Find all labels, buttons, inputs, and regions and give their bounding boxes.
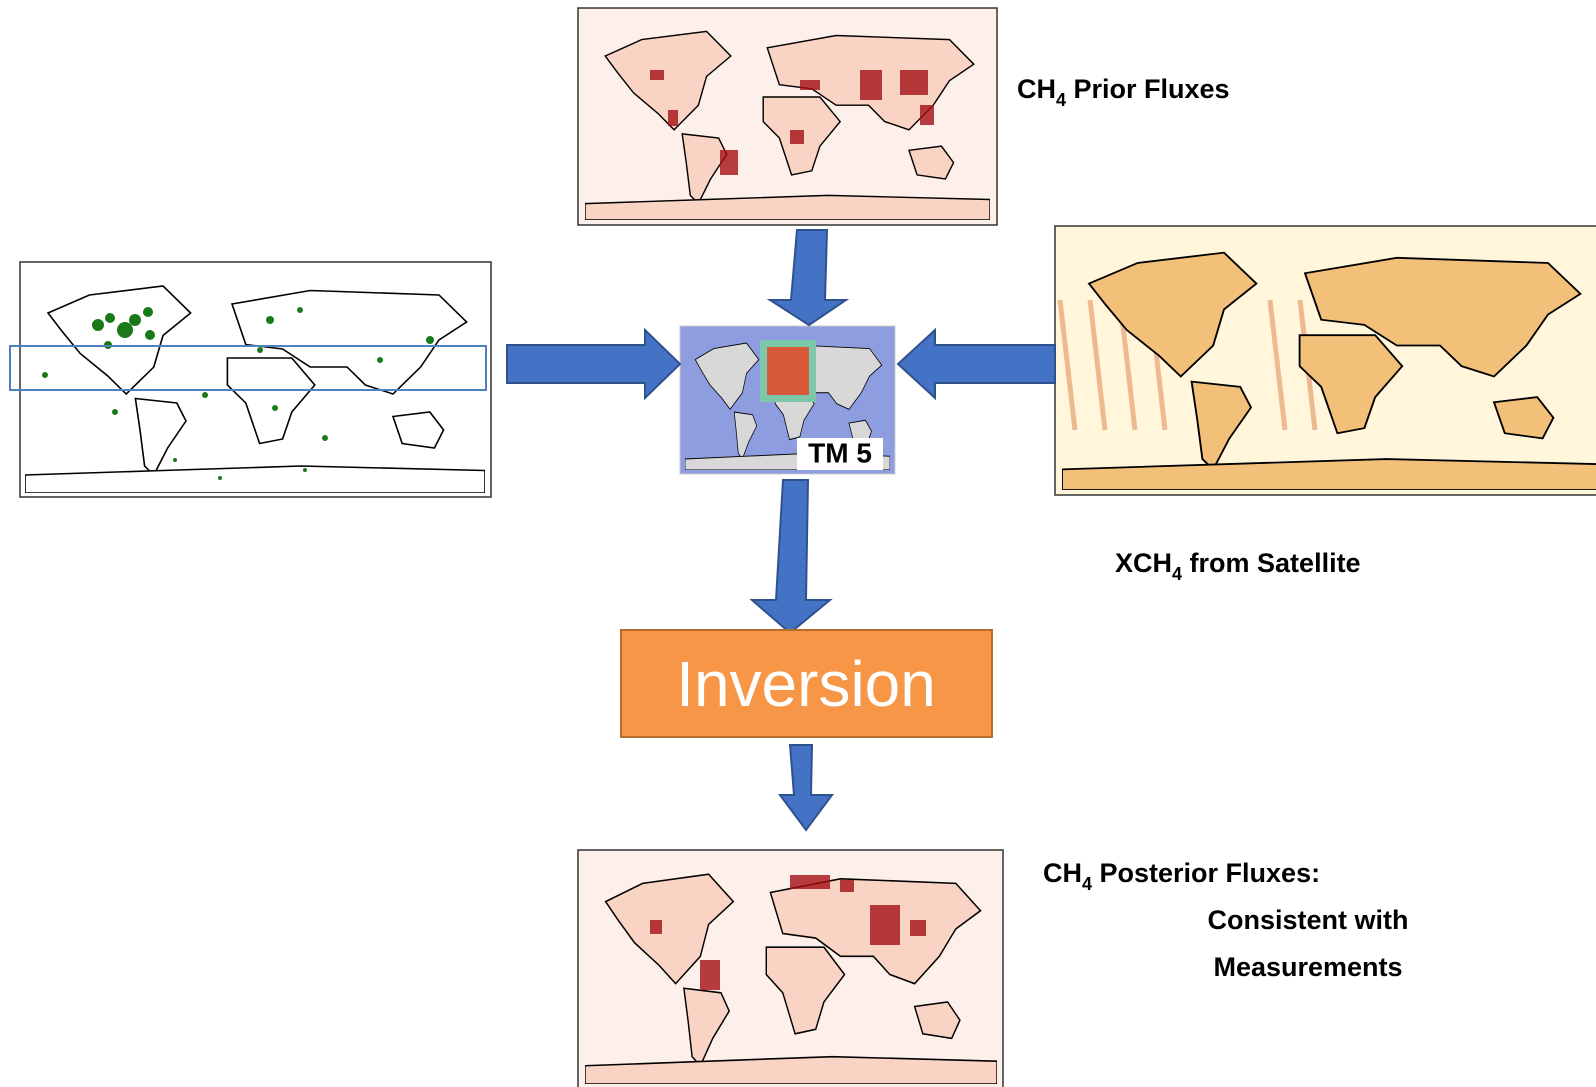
prior-map xyxy=(578,8,997,225)
diagram: TM 5 Inversion CH4 Prior Fluxes XCH4 fro… xyxy=(0,0,1596,1087)
posterior-map xyxy=(578,850,1003,1087)
model-label: TM 5 xyxy=(808,437,872,468)
prior-label-sub: 4 xyxy=(1056,90,1066,110)
posterior-label: CH4 Posterior Fluxes: xyxy=(1043,858,1320,894)
posterior-label-main: CH xyxy=(1043,858,1082,888)
station-map xyxy=(10,262,491,497)
arrows xyxy=(507,230,1055,830)
satellite-label: XCH4 from Satellite xyxy=(1115,548,1361,584)
inversion-box: Inversion xyxy=(621,630,992,737)
posterior-line: Measurements xyxy=(1213,952,1402,982)
satellite-label-sub: 4 xyxy=(1172,564,1182,584)
prior-label-rest: Prior Fluxes xyxy=(1066,74,1230,104)
model-box: TM 5 xyxy=(680,326,895,474)
posterior-label-sub: 4 xyxy=(1082,874,1092,894)
posterior-line: Consistent with xyxy=(1208,905,1409,935)
posterior-label-rest: Posterior Fluxes: xyxy=(1092,858,1320,888)
inversion-label: Inversion xyxy=(676,648,936,720)
satellite-map xyxy=(1055,226,1596,495)
satellite-label-main: XCH xyxy=(1115,548,1172,578)
prior-label-main: CH xyxy=(1017,74,1056,104)
satellite-label-rest: from Satellite xyxy=(1182,548,1361,578)
prior-label: CH4 Prior Fluxes xyxy=(1017,74,1230,110)
